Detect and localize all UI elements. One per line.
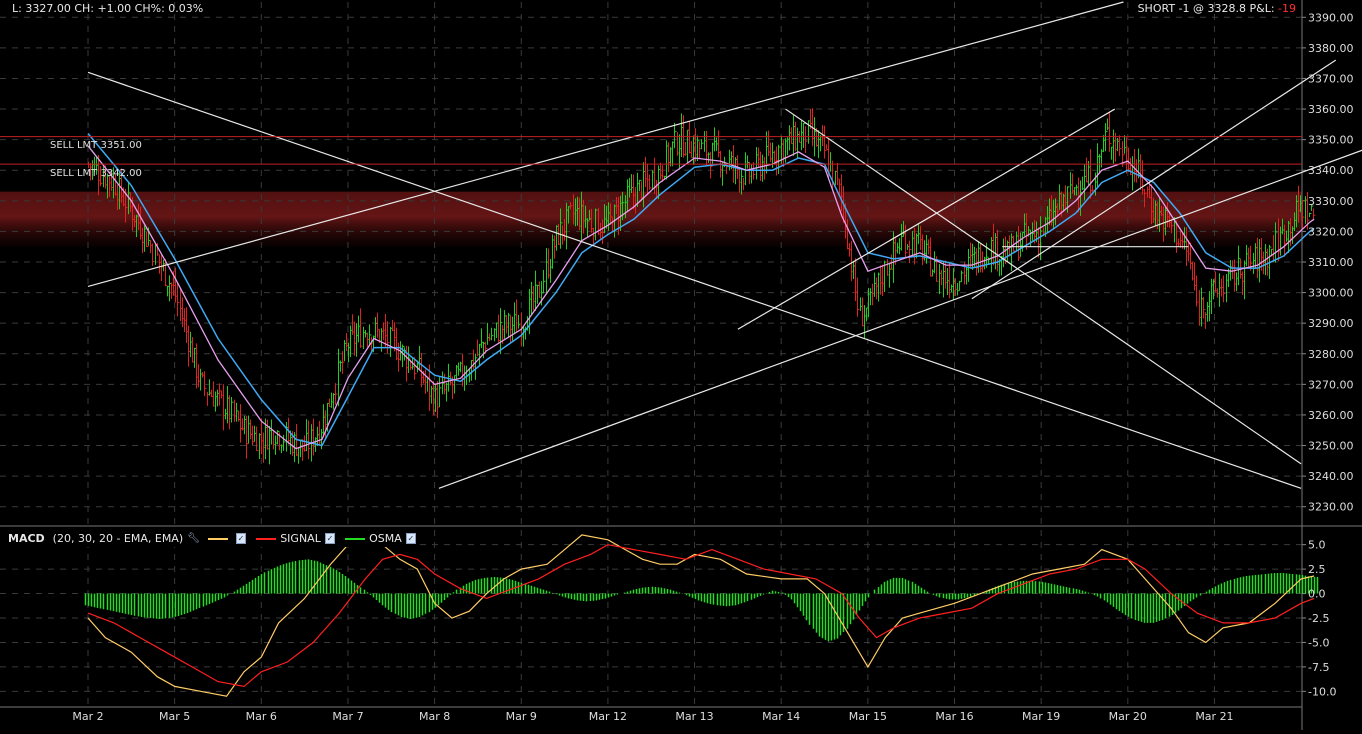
price-tick-label: 3380.00	[1308, 42, 1354, 55]
date-tick-label: Mar 5	[159, 710, 190, 723]
sell-limit-text-1: SELL LMT 3351.00	[50, 140, 142, 151]
date-tick-label: Mar 7	[332, 710, 363, 723]
date-tick-label: Mar 20	[1109, 710, 1147, 723]
price-tick-label: 3270.00	[1308, 378, 1354, 391]
resistance-band-layer	[0, 191, 1302, 247]
signal-line	[87, 544, 1315, 688]
macd-tick-label: -5.0	[1308, 636, 1329, 649]
price-tick-label: 3330.00	[1308, 195, 1354, 208]
price-tick-label: 3350.00	[1308, 134, 1354, 147]
date-tick-label: Mar 14	[762, 710, 800, 723]
date-tick-label: Mar 9	[506, 710, 537, 723]
grid-layer	[0, 2, 1302, 706]
sell-limit-label-1[interactable]: SELL LMT 3351.00	[50, 140, 142, 151]
trendline	[87, 1, 1124, 288]
date-tick-label: Mar 19	[1022, 710, 1060, 723]
ema-slow-line	[87, 133, 1315, 447]
order-lines-layer[interactable]	[0, 136, 1302, 165]
date-tick-label: Mar 6	[246, 710, 277, 723]
signal-checkbox-icon[interactable]: ✓	[324, 533, 336, 544]
price-tick-label: 3230.00	[1308, 501, 1354, 514]
macd-tick-label: 2.5	[1308, 563, 1326, 576]
position-text: SHORT -1 @ 3328.8 P&L:	[1137, 2, 1275, 15]
macd-tick-label: -10.0	[1308, 685, 1336, 698]
price-tick-label: 3320.00	[1308, 225, 1354, 238]
osma-checkbox-icon[interactable]: ✓	[405, 533, 417, 544]
macd-tick-label: 0.0	[1308, 588, 1326, 601]
date-tick-label: Mar 8	[419, 710, 450, 723]
price-tick-label: 3310.00	[1308, 256, 1354, 269]
macd-tick-label: -7.5	[1308, 661, 1329, 674]
macd-tick-label: -2.5	[1308, 612, 1329, 625]
date-tick-label: Mar 13	[675, 710, 713, 723]
macd-tick-label: 5.0	[1308, 539, 1326, 552]
price-tick-label: 3290.00	[1308, 317, 1354, 330]
ema-fast-line	[87, 145, 1315, 450]
osma-label: OSMA	[369, 532, 402, 545]
signal-line-swatch	[256, 537, 277, 540]
price-tick-label: 3280.00	[1308, 348, 1354, 361]
price-tick-label: 3240.00	[1308, 470, 1354, 483]
macd-line	[87, 534, 1315, 697]
trendline	[971, 59, 1337, 300]
date-tick-label: Mar 2	[72, 710, 103, 723]
date-tick-label: Mar 15	[849, 710, 887, 723]
macd-legend: MACD (20, 30, 20 - EMA, EMA) 🔧︎ ✓ SIGNAL…	[0, 530, 420, 547]
price-tick-label: 3360.00	[1308, 103, 1354, 116]
date-tick-label: Mar 12	[589, 710, 627, 723]
price-tick-label: 3250.00	[1308, 440, 1354, 453]
last-price-readout: L: 3327.00 CH: +1.00 CH%: 0.03%	[12, 2, 203, 15]
trendline-layer[interactable]	[87, 1, 1362, 489]
trendline	[87, 71, 1302, 489]
price-tick-label: 3390.00	[1308, 11, 1354, 24]
tick-label-layer: 3230.00 3240.00 3250.00 3260.00 3270.00 3280.…	[72, 11, 1353, 723]
macd-layer	[84, 534, 1319, 697]
resistance-band	[0, 191, 1302, 247]
sell-limit-label-2[interactable]: SELL LMT 3342.00	[50, 168, 142, 179]
macd-params: (20, 30, 20 - EMA, EMA)	[52, 532, 184, 545]
macd-title: MACD	[8, 532, 45, 545]
position-readout: SHORT -1 @ 3328.8 P&L: -19	[1138, 2, 1296, 15]
last-price-text: L: 3327.00 CH: +1.00 CH%: 0.03%	[12, 2, 204, 15]
trendline	[737, 108, 1116, 330]
trendline	[438, 149, 1362, 489]
osma-swatch	[345, 537, 366, 540]
price-tick-label: 3300.00	[1308, 287, 1354, 300]
price-tick-label: 3340.00	[1308, 164, 1354, 177]
signal-label: SIGNAL	[280, 532, 321, 545]
date-tick-label: Mar 21	[1195, 710, 1233, 723]
pnl-value: -19	[1278, 2, 1296, 15]
date-tick-label: Mar 16	[935, 710, 973, 723]
trendline	[785, 108, 1302, 465]
macd-checkbox-icon[interactable]: ✓	[235, 533, 247, 544]
price-tick-label: 3370.00	[1308, 72, 1354, 85]
price-tick-label: 3260.00	[1308, 409, 1354, 422]
macd-line-swatch	[207, 537, 228, 540]
ema-layer	[87, 133, 1315, 450]
wrench-icon[interactable]: 🔧︎	[187, 533, 200, 544]
sell-limit-text-2: SELL LMT 3342.00	[50, 168, 142, 179]
